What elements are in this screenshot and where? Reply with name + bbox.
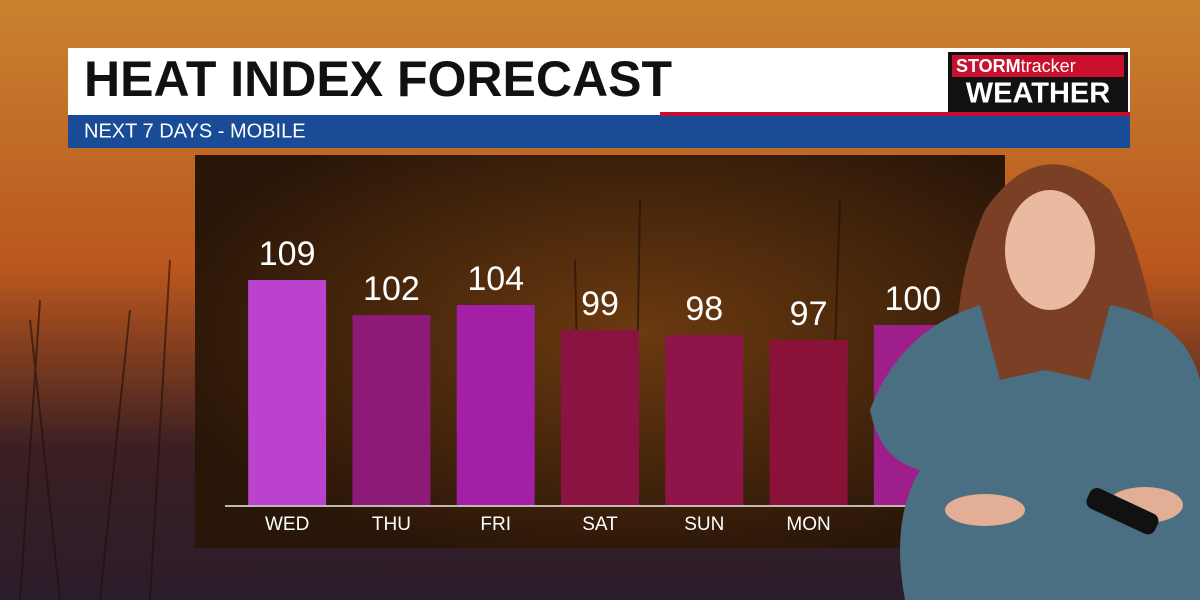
bar bbox=[561, 330, 639, 505]
x-tick-label: THU bbox=[372, 514, 411, 535]
presenter bbox=[870, 164, 1200, 600]
presenter-face bbox=[1005, 190, 1095, 310]
bar bbox=[456, 305, 535, 505]
clicker bbox=[1086, 488, 1159, 535]
x-tick-label: FRI bbox=[480, 514, 511, 535]
logo-band bbox=[952, 55, 1124, 77]
value-label: 102 bbox=[363, 270, 420, 308]
value-label: 97 bbox=[790, 295, 828, 333]
chart-title: HEAT INDEX FORECAST bbox=[84, 51, 672, 107]
chart-subtitle: NEXT 7 DAYS - MOBILE bbox=[84, 120, 306, 142]
bar bbox=[769, 340, 848, 505]
accent-line bbox=[660, 112, 1130, 116]
bar bbox=[248, 280, 327, 505]
logo-weather: WEATHER bbox=[966, 78, 1111, 110]
x-tick-label: WED bbox=[265, 514, 309, 535]
value-label: 99 bbox=[581, 285, 619, 323]
x-tick-label: SUN bbox=[684, 514, 724, 535]
value-label: 104 bbox=[467, 260, 524, 298]
logo-text: STORMtracker bbox=[956, 56, 1076, 76]
value-label: 109 bbox=[259, 235, 316, 273]
subtitle-bar bbox=[68, 115, 1130, 148]
bar bbox=[665, 335, 744, 505]
presenter-dress bbox=[870, 305, 1200, 600]
value-label: 100 bbox=[884, 280, 941, 318]
value-label: 98 bbox=[685, 290, 723, 328]
presenter-hand bbox=[945, 494, 1025, 526]
x-tick-label: SAT bbox=[582, 514, 618, 535]
logo-brand-suffix: tracker bbox=[1021, 56, 1076, 76]
bar bbox=[352, 315, 431, 505]
logo-brand: STORM bbox=[956, 56, 1021, 76]
x-tick-label: MON bbox=[786, 514, 830, 535]
bars: 109 WED 102 THU 104 FRI 99 SAT 98 SUN 97 MON 100 bbox=[248, 235, 952, 535]
